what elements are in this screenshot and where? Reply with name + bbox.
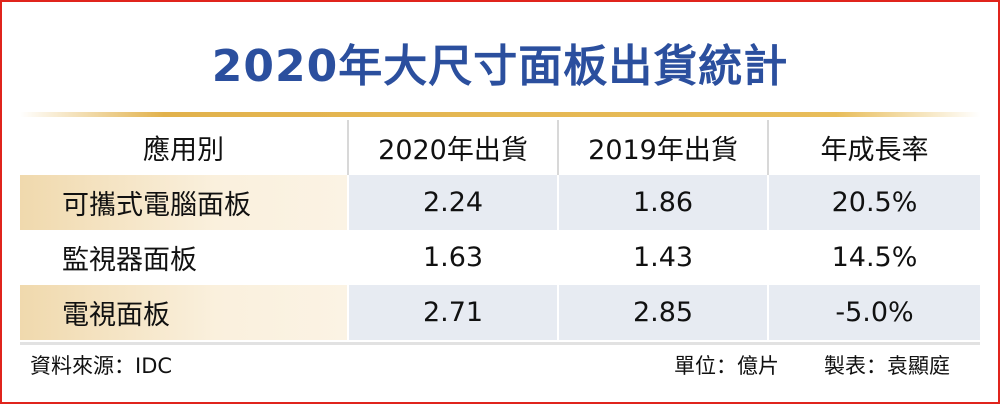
title: 2020年大尺寸面板出貨統計: [211, 41, 789, 92]
row-label: 可攜式電腦面板: [20, 175, 347, 230]
unit: 單位：億片: [674, 354, 779, 378]
table-row: 監視器面板 1.63 1.43 14.5%: [20, 230, 980, 285]
source: 資料來源：IDC: [30, 354, 173, 378]
data-cell: 20.5%: [767, 175, 980, 230]
header-cell: 年成長率: [767, 120, 980, 175]
data-cell: 2.24: [347, 175, 557, 230]
table-row: 可攜式電腦面板 2.24 1.86 20.5%: [20, 175, 980, 230]
row-label: 電視面板: [20, 285, 347, 340]
data-cell: 14.5%: [767, 230, 980, 285]
header-cell: 應用別: [143, 135, 224, 166]
data-cell: 1.86: [557, 175, 767, 230]
data-cell: 2.71: [347, 285, 557, 340]
data-cell: 1.43: [557, 230, 767, 285]
author: 製表：袁顯庭: [824, 354, 950, 378]
row-label: 監視器面板: [62, 245, 197, 276]
data-cell: -5.0%: [767, 285, 980, 340]
table-row: 電視面板 2.71 2.85 -5.0%: [20, 285, 980, 340]
header-cell: 2020年出貨: [347, 120, 557, 175]
bottom-rule: [20, 342, 980, 345]
data-cell: 2.85: [557, 285, 767, 340]
title-rule: [20, 112, 980, 117]
data-cell: 1.63: [347, 230, 557, 285]
table: 應用別 2020年出貨 2019年出貨 年成長率 可攜式電腦面板 2.24 1.86 20.5…: [20, 120, 980, 345]
header-cell: 2019年出貨: [557, 120, 767, 175]
header-row: 應用別 2020年出貨 2019年出貨 年成長率: [20, 120, 980, 175]
